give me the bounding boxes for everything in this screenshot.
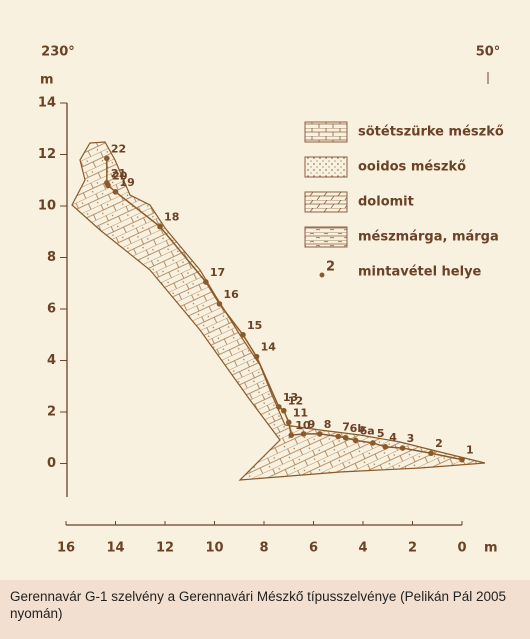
sample-point: [240, 332, 246, 338]
sample-label: 4: [389, 431, 397, 444]
legend-marker: [320, 273, 325, 278]
sample-point: [104, 180, 110, 186]
sample-label: 3: [407, 432, 415, 445]
sample-label: 2: [435, 437, 443, 450]
y-tick-label: 2: [47, 405, 56, 420]
legend-swatch: [305, 122, 347, 142]
sample-label: 14: [261, 341, 277, 354]
legend-label: sötétszürke mészkő: [358, 125, 504, 140]
sample-point: [276, 404, 282, 410]
sample-label: 7: [342, 420, 350, 433]
sample-point: [370, 440, 376, 446]
sample-label: 1: [466, 444, 474, 457]
sample-label: 6b: [350, 422, 366, 435]
sample-point: [281, 408, 287, 414]
legend-label: ooidos mészkő: [358, 160, 466, 175]
x-tick-label: 8: [259, 541, 268, 556]
sample-point: [335, 434, 341, 440]
sample-point: [286, 420, 292, 426]
sample-point: [343, 435, 349, 441]
x-tick-label: 2: [408, 541, 417, 556]
x-tick-label: 10: [205, 541, 223, 556]
x-tick-label: 16: [57, 541, 75, 556]
sample-label: 11: [293, 406, 308, 419]
sample-label: 5: [377, 427, 385, 440]
x-axis-unit: m: [484, 541, 498, 556]
sample-point: [288, 432, 294, 438]
sample-point: [203, 279, 209, 285]
legend-marker-label: 2: [326, 260, 335, 275]
sample-point: [400, 445, 406, 451]
sample-point: [113, 189, 119, 195]
x-tick-label: 14: [106, 541, 124, 556]
x-tick-label: 0: [457, 541, 466, 556]
page: 230° 50° m m 024681012141614121086420123…: [0, 0, 530, 639]
sample-point: [382, 444, 388, 450]
y-tick-label: 0: [47, 456, 56, 471]
sample-point: [317, 431, 323, 437]
y-axis-unit: m: [40, 73, 54, 88]
sample-point: [428, 450, 434, 456]
figure: 230° 50° m m 024681012141614121086420123…: [0, 0, 530, 639]
azimuth-label: 50°: [476, 45, 501, 60]
y-tick-label: 6: [47, 302, 56, 317]
sample-point: [254, 354, 260, 360]
legend-swatch: [305, 227, 347, 247]
rock-profile: [72, 142, 485, 480]
legend-swatch: [305, 192, 347, 212]
sample-point: [459, 457, 465, 463]
sample-point: [157, 224, 163, 230]
y-tick-label: 8: [47, 250, 56, 265]
y-tick-label: 14: [38, 96, 56, 111]
x-tick-label: 4: [358, 541, 367, 556]
x-tick-label: 12: [156, 541, 174, 556]
sample-label: 16: [223, 288, 239, 301]
sample-point: [104, 156, 110, 162]
x-tick-label: 6: [309, 541, 318, 556]
y-tick-label: 4: [47, 353, 56, 368]
sample-point: [353, 438, 359, 444]
sample-label: 13: [283, 391, 298, 404]
sample-label: 10: [295, 419, 311, 432]
legend-label: mintavétel helye: [358, 265, 482, 280]
y-tick-label: 12: [38, 147, 56, 162]
sample-label: 18: [164, 211, 179, 224]
sample-label: 21: [111, 167, 126, 180]
sample-point: [217, 301, 223, 307]
y-tick-label: 10: [38, 199, 56, 214]
legend-label: mészmárga, márga: [358, 230, 499, 245]
caption: Gerennavár G-1 szelvény a Gerennavári Mé…: [0, 580, 530, 639]
sample-label: 22: [111, 142, 126, 155]
legend-swatch: [305, 157, 347, 177]
sample-label: 15: [247, 319, 262, 332]
azimuth-label: 230°: [41, 45, 75, 60]
sample-label: 8: [324, 418, 332, 431]
sample-label: 17: [210, 266, 225, 279]
legend-label: dolomit: [358, 195, 414, 210]
